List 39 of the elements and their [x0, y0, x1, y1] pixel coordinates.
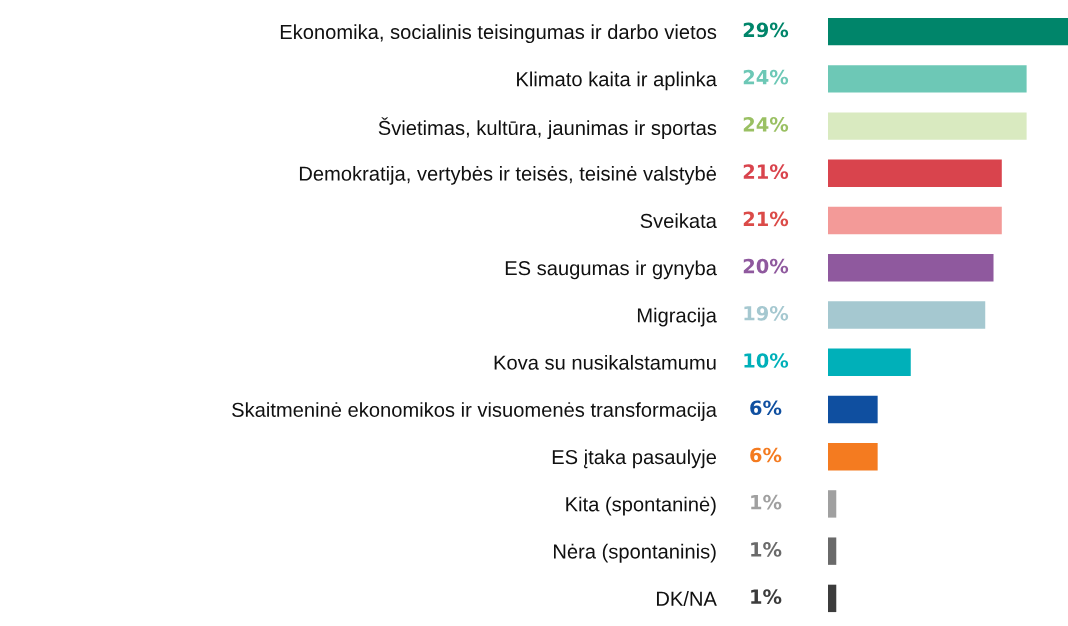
y-tick-label: Sveikata	[640, 213, 717, 229]
data-label: 20%	[743, 258, 789, 274]
y-tick-label: DK/NA	[656, 591, 717, 606]
bar	[828, 395, 878, 424]
data-label: 24%	[743, 69, 789, 85]
bar	[828, 65, 1027, 93]
bar	[828, 301, 986, 329]
data-label: 24%	[743, 117, 789, 132]
data-label: 19%	[744, 305, 789, 321]
bar	[828, 254, 994, 282]
y-tick-label: Kova su nusikalstamumu	[494, 354, 716, 370]
data-label: 6%	[750, 400, 782, 416]
data-label: 6%	[750, 447, 782, 463]
bar	[828, 17, 1068, 46]
bar	[828, 584, 837, 613]
data-label: 21%	[743, 164, 789, 179]
data-label: 1%	[751, 542, 782, 557]
data-label: 29%	[743, 22, 789, 38]
bar	[828, 159, 1002, 187]
data-label: 1%	[751, 494, 782, 510]
y-tick-label: Ekonomika, socialinis teisingumas ir darbo vietos	[280, 24, 717, 44]
y-tick-label: Kita (spontaninė)	[566, 496, 716, 516]
y-tick-label: Demokratija, vertybės ir teisės, teisinė valstybė	[299, 166, 717, 185]
y-tick-label: Migracija	[637, 307, 717, 327]
y-tick-label: ES įtaka pasaulyje	[552, 449, 716, 469]
bar	[828, 348, 911, 376]
bar	[828, 112, 1027, 140]
y-tick-label: Klimato kaita ir aplinka	[517, 71, 717, 91]
y-tick-label: Skaitmeninė ekonomikos ir visuomenės transformacija	[232, 402, 717, 421]
bar	[828, 206, 1002, 235]
data-label: 10%	[744, 353, 789, 368]
data-label: 1%	[751, 589, 782, 605]
bar	[828, 490, 837, 518]
bar	[828, 443, 878, 471]
y-tick-label: Švietimas, kultūra, jaunimas ir sportas	[378, 117, 717, 140]
data-label: 21%	[743, 211, 789, 227]
bar	[828, 537, 837, 565]
y-tick-label: ES saugumas ir gynyba	[505, 260, 717, 280]
y-tick-label: Nėra (spontaninis)	[554, 543, 716, 563]
